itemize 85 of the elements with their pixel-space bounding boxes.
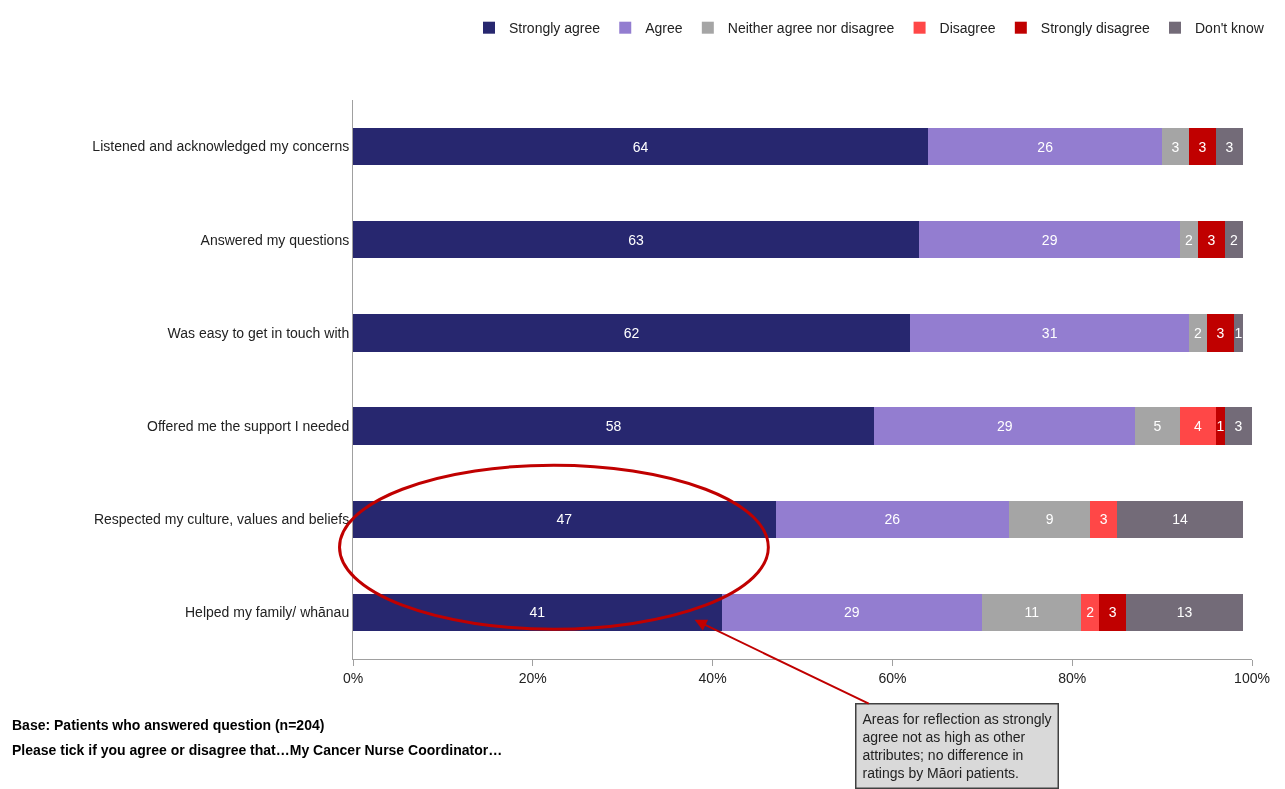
bar xyxy=(1009,500,1091,538)
bar xyxy=(1126,593,1244,632)
text: Base: Patients who answered question (n=204) xyxy=(12,717,325,733)
data-label: 3 xyxy=(1198,138,1207,155)
bar xyxy=(982,593,1082,632)
data-label: 2 xyxy=(1086,604,1095,621)
y-tick-label: Answered my questions xyxy=(200,231,350,248)
x-tick-label: 60% xyxy=(878,669,907,686)
data-label: 29 xyxy=(996,418,1013,435)
bar xyxy=(353,500,776,538)
data-label: 41 xyxy=(529,604,546,621)
y-tick-label: Helped my family/ whānau xyxy=(185,604,350,621)
text: Please tick if you agree or disagree that…My Cancer Nurse Coordinator… xyxy=(12,742,503,758)
bar xyxy=(919,221,1181,259)
bar xyxy=(1189,314,1208,352)
data-label: 3 xyxy=(1099,511,1108,528)
data-label: 1 xyxy=(1216,418,1225,435)
legend-label: Strongly disagree xyxy=(1040,20,1150,37)
bar xyxy=(1189,127,1217,166)
text: Areas for reflection as strongly agree not as high as other attributes; no difference in ratings by Māori patients. xyxy=(862,710,1052,782)
bar xyxy=(1216,407,1226,445)
bar xyxy=(721,593,983,632)
data-label: 3 xyxy=(1225,138,1234,155)
bar xyxy=(910,314,1190,352)
data-label: 13 xyxy=(1176,604,1193,621)
data-label: 58 xyxy=(605,418,622,435)
bar xyxy=(1216,127,1244,166)
data-label: 26 xyxy=(884,511,901,528)
data-label: 47 xyxy=(556,511,573,528)
data-label: 5 xyxy=(1153,418,1162,435)
bar xyxy=(353,407,875,445)
legend-label: Don't know xyxy=(1194,20,1265,37)
data-label: 2 xyxy=(1185,231,1194,248)
data-label: 3 xyxy=(1234,418,1243,435)
data-label: 3 xyxy=(1171,138,1180,155)
bar xyxy=(1225,407,1252,445)
data-label: 2 xyxy=(1194,324,1203,341)
bar xyxy=(1234,314,1244,352)
bar xyxy=(775,500,1010,538)
data-label: 3 xyxy=(1207,231,1216,248)
data-label: 9 xyxy=(1045,511,1054,528)
bar xyxy=(1225,221,1244,259)
bar xyxy=(353,127,929,166)
data-label: 31 xyxy=(1041,324,1058,341)
bar xyxy=(353,314,911,352)
y-tick-label: Was easy to get in touch with xyxy=(167,324,350,341)
bar xyxy=(353,221,920,259)
x-tick-label: 80% xyxy=(1058,669,1087,686)
bar xyxy=(1117,500,1244,538)
data-label: 63 xyxy=(628,231,645,248)
data-label: 14 xyxy=(1172,511,1188,528)
y-tick-label: Listened and acknowledged my concerns xyxy=(92,138,350,155)
x-tick-label: 20% xyxy=(518,669,547,686)
data-label: 64 xyxy=(632,138,649,155)
data-label: 29 xyxy=(1041,231,1058,248)
bar xyxy=(1198,221,1226,259)
y-tick-label: Respected my culture, values and beliefs xyxy=(93,511,350,528)
bar xyxy=(1135,407,1181,445)
legend-label: Disagree xyxy=(939,20,996,37)
bar xyxy=(1081,593,1100,632)
bar xyxy=(353,593,722,632)
data-label: 4 xyxy=(1194,418,1203,435)
x-tick-label: 40% xyxy=(698,669,727,686)
data-label: 26 xyxy=(1037,138,1054,155)
data-label: 3 xyxy=(1216,324,1225,341)
data-label: 62 xyxy=(623,324,640,341)
data-label: 1 xyxy=(1234,324,1243,341)
bar xyxy=(874,407,1136,445)
legend-label: Neither agree nor disagree xyxy=(727,20,895,37)
bar xyxy=(1162,127,1190,166)
data-label: 29 xyxy=(844,604,860,621)
bar xyxy=(1180,221,1199,259)
data-label: 11 xyxy=(1024,604,1040,621)
bar xyxy=(1180,407,1217,445)
y-tick-label: Offered me the support I needed xyxy=(147,417,350,434)
data-label: 3 xyxy=(1108,604,1117,621)
bar xyxy=(1090,500,1118,538)
bar xyxy=(928,127,1163,166)
x-tick-label: 100% xyxy=(1234,669,1270,686)
legend-label: Agree xyxy=(645,20,683,37)
legend-label: Strongly agree xyxy=(508,20,601,37)
bar xyxy=(1099,593,1127,632)
x-tick-label: 0% xyxy=(342,669,364,686)
bar xyxy=(1207,314,1235,352)
data-label: 2 xyxy=(1230,231,1239,248)
